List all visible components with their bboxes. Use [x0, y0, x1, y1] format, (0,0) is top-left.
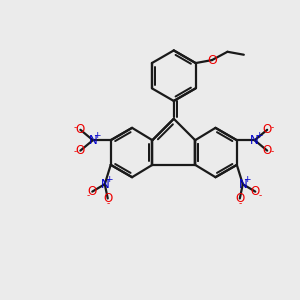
Text: -: -	[74, 123, 77, 132]
Text: -: -	[238, 199, 242, 208]
Text: O: O	[76, 144, 85, 157]
Text: -: -	[106, 199, 109, 208]
Text: -: -	[86, 191, 89, 200]
Text: +: +	[255, 130, 262, 140]
Text: O: O	[262, 123, 272, 136]
Text: N: N	[238, 178, 247, 191]
Text: O: O	[250, 185, 260, 198]
Text: O: O	[76, 123, 85, 136]
Text: -: -	[271, 148, 274, 157]
Text: -: -	[74, 148, 77, 157]
Text: -: -	[258, 191, 261, 200]
Text: +: +	[243, 175, 251, 184]
Text: N: N	[88, 134, 97, 147]
Text: N: N	[100, 178, 109, 191]
Text: O: O	[207, 54, 217, 67]
Text: O: O	[235, 192, 244, 205]
Text: O: O	[262, 144, 272, 157]
Text: O: O	[103, 192, 112, 205]
Text: +: +	[93, 130, 101, 140]
Text: O: O	[88, 185, 97, 198]
Text: -: -	[271, 123, 274, 132]
Text: N: N	[250, 134, 259, 147]
Text: +: +	[105, 175, 113, 184]
